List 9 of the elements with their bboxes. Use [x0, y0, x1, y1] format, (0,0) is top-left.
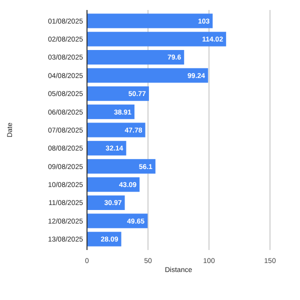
bar	[87, 32, 226, 46]
bar	[87, 68, 208, 83]
bar	[87, 159, 156, 174]
bar	[87, 14, 213, 28]
bar	[87, 177, 140, 192]
bar	[87, 122, 146, 138]
bar	[87, 50, 184, 65]
bar	[87, 86, 149, 101]
bar	[87, 214, 148, 228]
